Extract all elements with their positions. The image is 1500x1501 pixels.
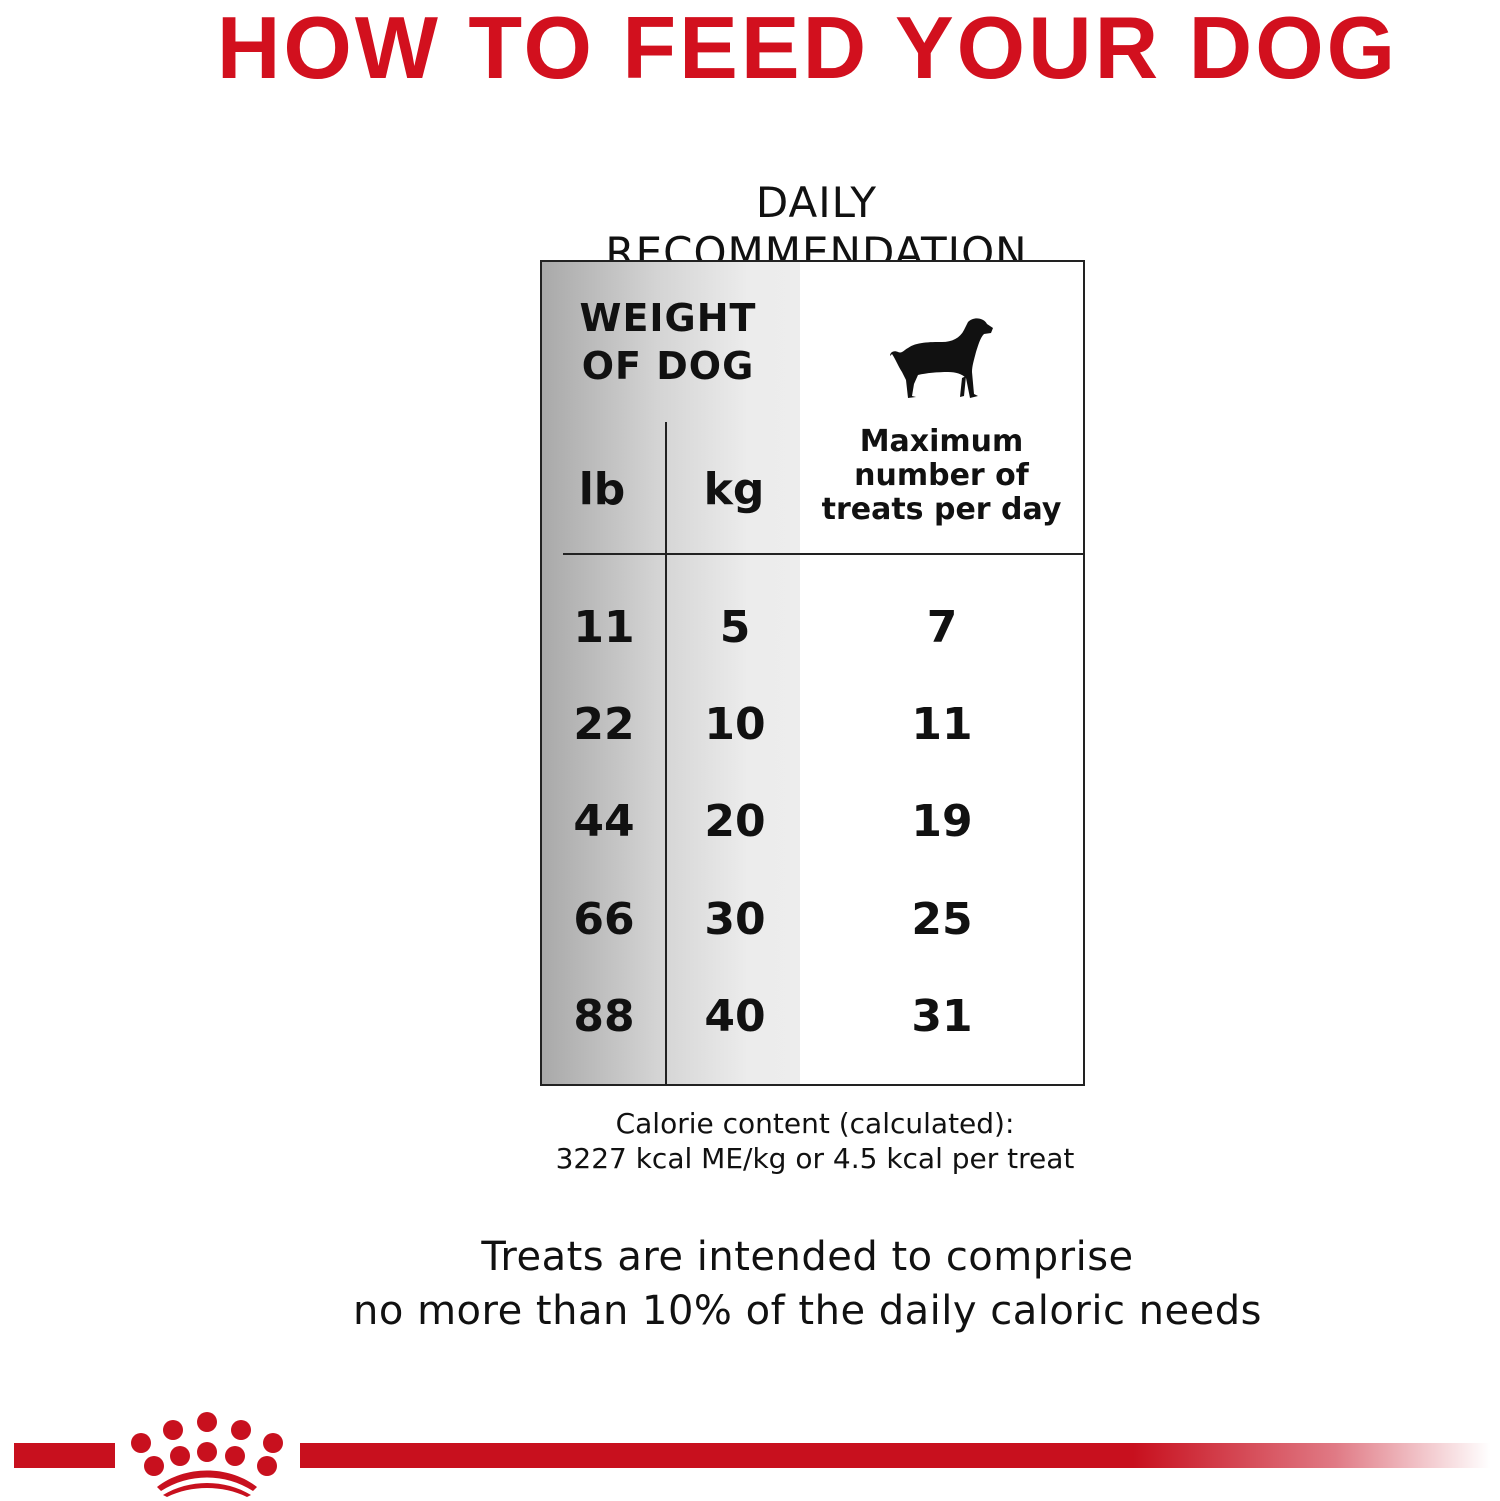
note-line1: Treats are intended to comprise [481, 1234, 1134, 1280]
treats-header: Maximum number of treats per day [800, 425, 1083, 527]
treats-header-line3: treats per day [821, 492, 1062, 527]
cell-kg: 5 [719, 602, 751, 653]
cell-treats: 7 [926, 602, 958, 653]
kg-header: kg [703, 464, 765, 515]
cell-lb: 88 [573, 991, 635, 1042]
brand-bar-left [14, 1443, 115, 1468]
royal-crown-logo [125, 1405, 290, 1501]
lb-header: lb [578, 464, 626, 515]
cell-treats: 31 [911, 991, 973, 1042]
treats-header-line1: Maximum [859, 424, 1024, 459]
weight-header-line2: OF DOG [581, 344, 755, 388]
calorie-line2: 3227 kcal ME/kg or 4.5 kcal per treat [555, 1142, 1075, 1175]
cell-lb: 11 [573, 602, 635, 653]
cell-kg: 10 [704, 699, 766, 750]
cell-kg: 40 [704, 991, 766, 1042]
cell-kg: 30 [704, 894, 766, 945]
cell-treats: 19 [911, 796, 973, 847]
brand-bar-right [300, 1443, 1490, 1468]
weight-column-background [542, 262, 800, 1084]
cell-treats: 25 [911, 894, 973, 945]
weight-header: WEIGHT OF DOG [542, 294, 794, 390]
cell-lb: 44 [573, 796, 635, 847]
cell-lb: 22 [573, 699, 635, 750]
treats-header-line2: number of [854, 458, 1029, 493]
note-line2: no more than 10% of the daily caloric ne… [353, 1288, 1262, 1334]
dog-silhouette-icon [890, 316, 996, 404]
cell-treats: 11 [911, 699, 973, 750]
cell-kg: 20 [704, 796, 766, 847]
column-divider [665, 422, 667, 1084]
treat-note: Treats are intended to comprise no more … [250, 1230, 1365, 1338]
header-divider [563, 553, 1083, 555]
page-title: HOW TO FEED YOUR DOG [216, 0, 1399, 97]
feeding-table: WEIGHT OF DOG lb kg Maximum number of tr… [540, 260, 1085, 1086]
calorie-line1: Calorie content (calculated): [615, 1107, 1015, 1140]
cell-lb: 66 [573, 894, 635, 945]
calorie-content: Calorie content (calculated): 3227 kcal … [480, 1106, 1150, 1176]
weight-header-line1: WEIGHT [579, 296, 757, 340]
